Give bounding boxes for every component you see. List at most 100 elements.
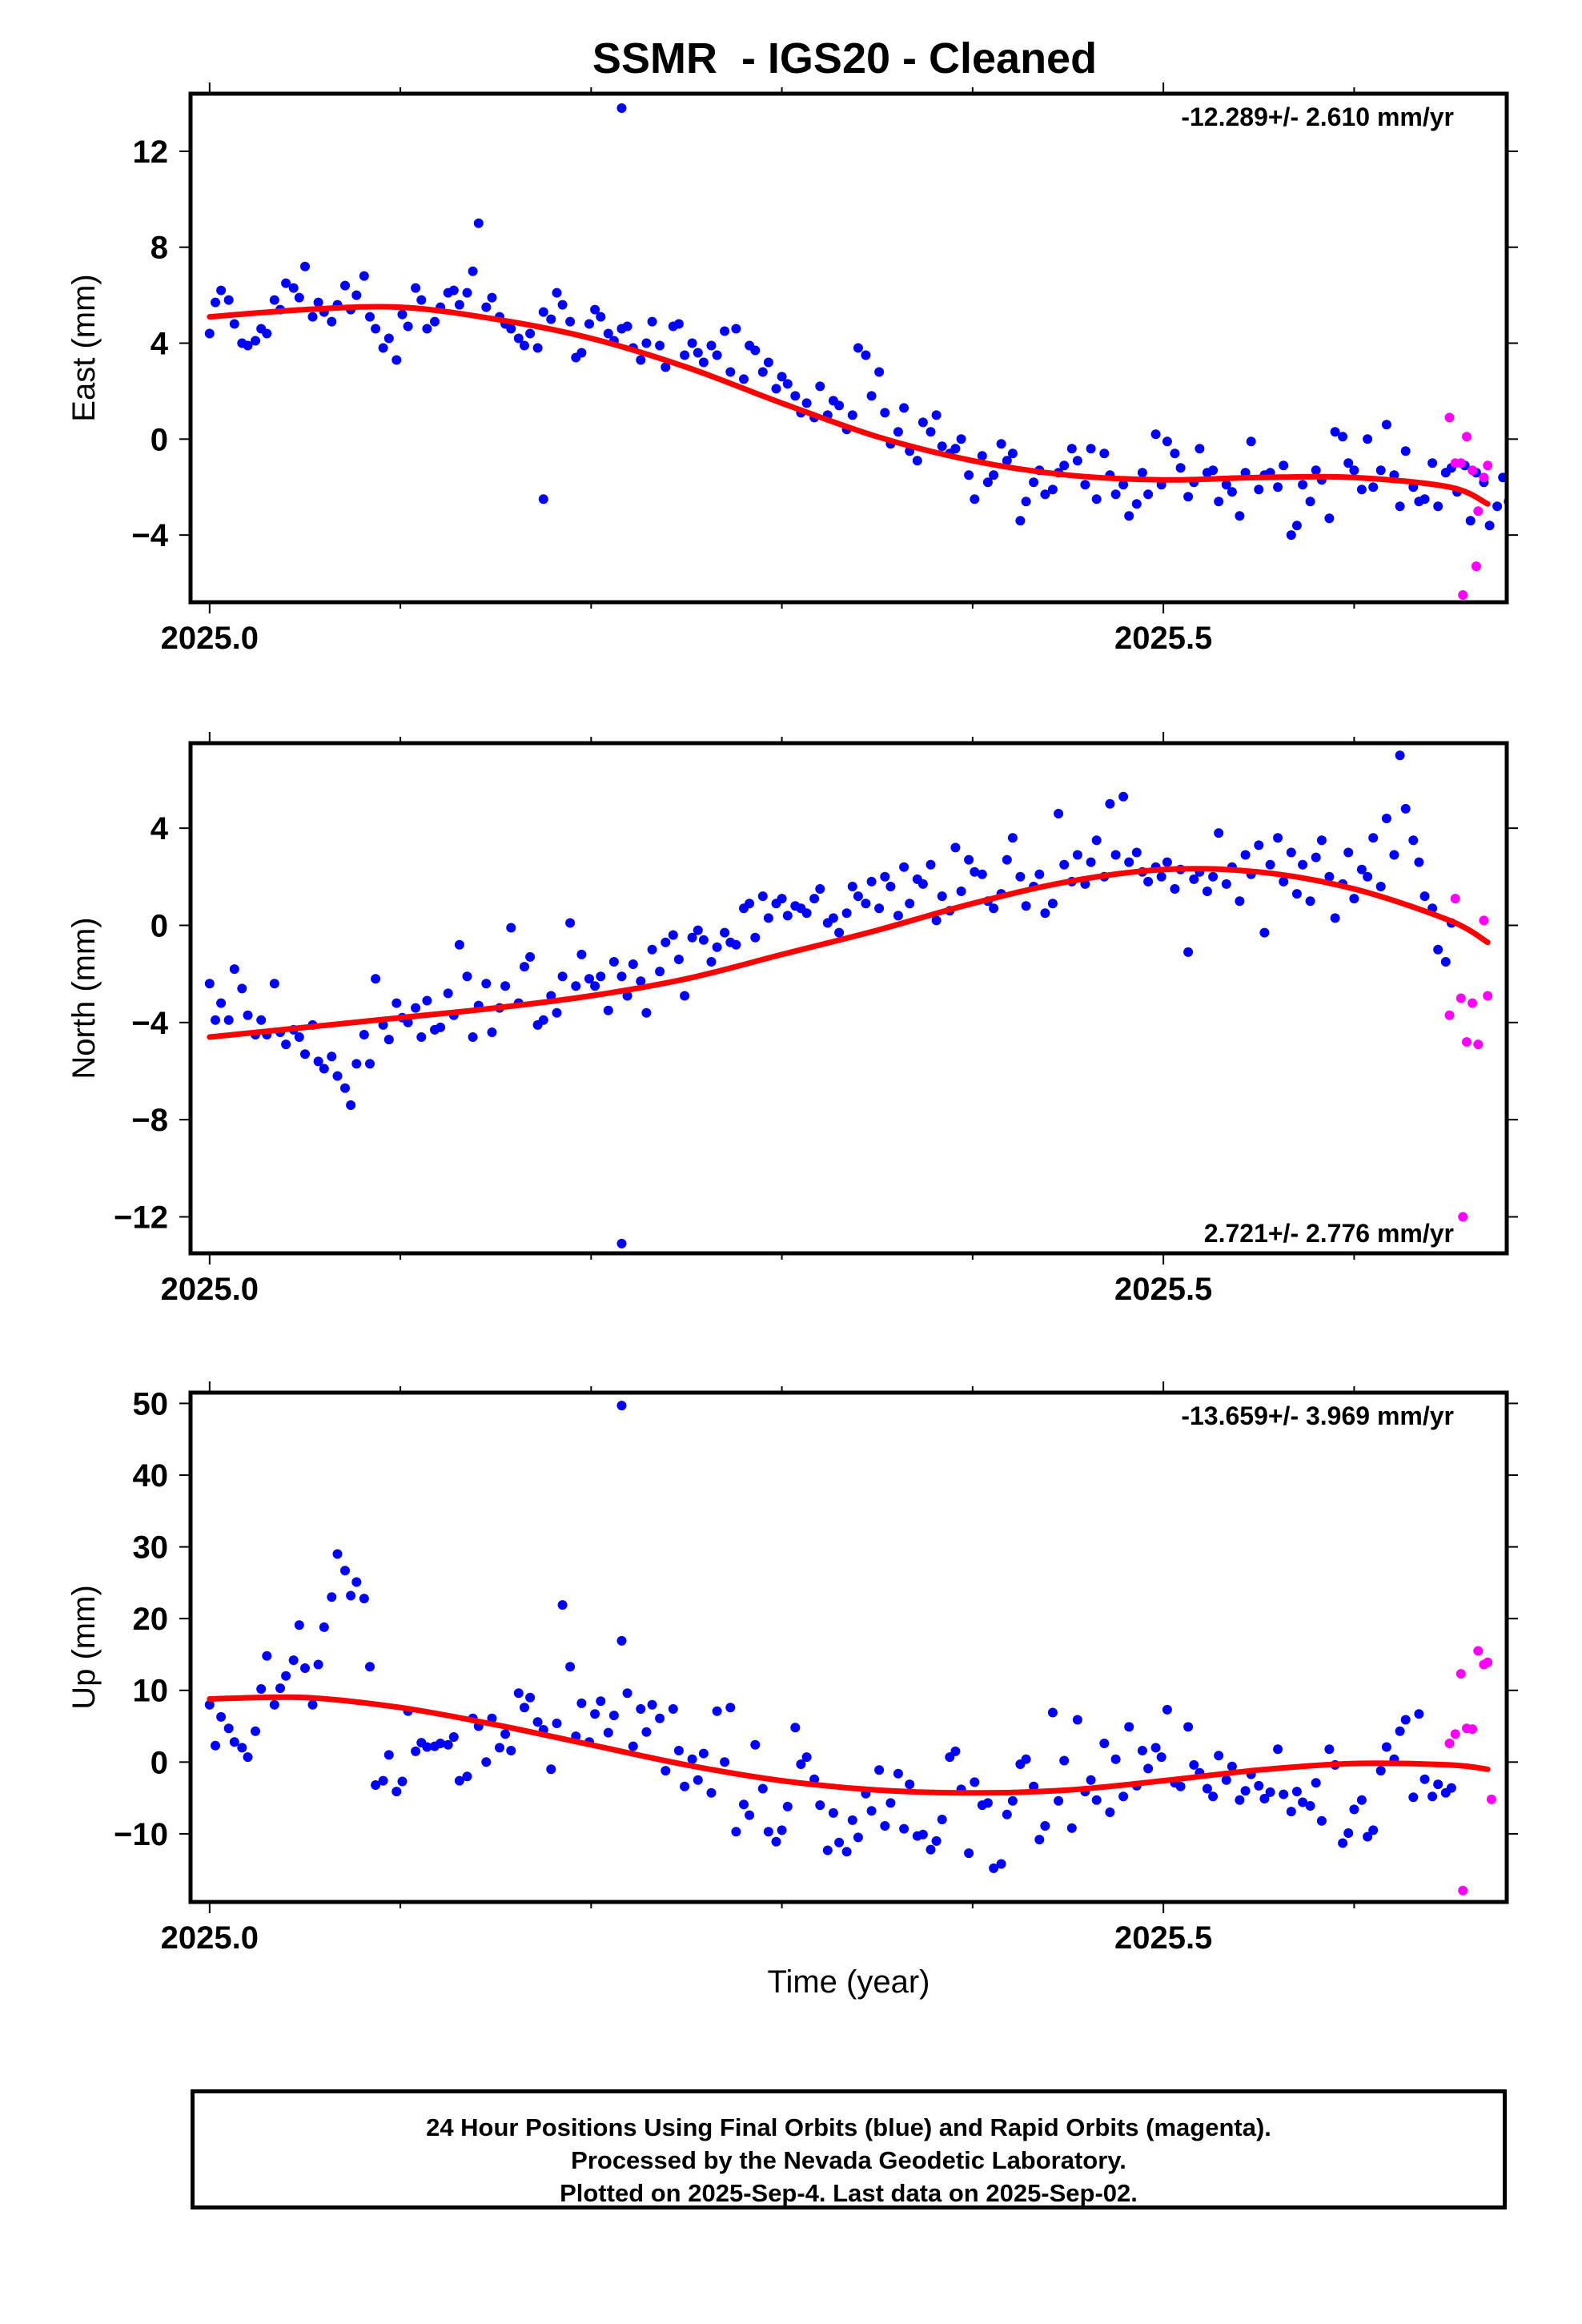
east-final-point-182: [1375, 465, 1386, 476]
up-final-point-90: [782, 1801, 793, 1811]
up-final-point-107: [893, 1768, 903, 1779]
east-final-point-41: [468, 266, 478, 276]
east-final-point-168: [1286, 530, 1296, 541]
east-final-point-0: [204, 328, 215, 339]
up-final-point-133: [1059, 1755, 1070, 1766]
north-final-point-84: [745, 899, 755, 909]
up-final-point-13: [288, 1655, 299, 1666]
north-rapid-point-0: [1444, 1010, 1455, 1020]
up-final-point-193: [1446, 1783, 1456, 1793]
north-final-point-66: [628, 959, 638, 969]
east-final-point-87: [763, 357, 773, 368]
east-final-point-85: [750, 345, 761, 356]
north-final-point-2: [216, 998, 227, 1008]
north-final-point-71: [661, 937, 671, 947]
east-final-point-170: [1298, 480, 1308, 490]
east-final-point-149: [1162, 436, 1172, 447]
east-final-point-181: [1368, 482, 1379, 493]
north-final-point-156: [1208, 871, 1219, 882]
up-final-point-1: [211, 1740, 220, 1751]
east-final-point-125: [1007, 448, 1018, 459]
up-final-point-143: [1124, 1722, 1134, 1732]
up-final-point-11: [275, 1683, 285, 1694]
east-frame: [188, 91, 1509, 605]
north-final-point-93: [801, 908, 812, 919]
up-final-point-157: [1214, 1751, 1224, 1761]
up-final-point-51: [532, 1717, 543, 1727]
up-final-point-158: [1221, 1775, 1231, 1785]
x-axis-label: Time (year): [768, 1964, 930, 2000]
up-final-point-142: [1118, 1791, 1129, 1802]
east-xtick-label-1: 2025.5: [1114, 621, 1212, 656]
up-final-point-161: [1240, 1786, 1251, 1796]
north-final-point-171: [1305, 896, 1315, 907]
up-final-point-190: [1427, 1791, 1438, 1802]
north-final-point-143: [1124, 857, 1134, 867]
east-final-point-70: [655, 340, 665, 351]
north-final-point-138: [1091, 835, 1102, 846]
north-final-point-187: [1408, 835, 1419, 846]
up-final-point-47: [506, 1746, 516, 1755]
east-final-point-25: [365, 312, 375, 322]
footer-line-2: Processed by the Nevada Geodetic Laborat…: [571, 2146, 1126, 2174]
up-final-point-122: [989, 1863, 999, 1873]
north-final-point-157: [1214, 828, 1224, 838]
north-final-point-185: [1395, 750, 1405, 761]
east-final-point-183: [1381, 420, 1391, 430]
up-final-point-92: [796, 1759, 806, 1769]
north-final-point-161: [1240, 850, 1251, 860]
north-final-point-108: [899, 862, 909, 872]
east-final-point-191: [1433, 501, 1443, 512]
up-final-point-74: [680, 1781, 690, 1791]
up-final-point-63: [608, 1711, 619, 1721]
east-final-point-60: [590, 304, 600, 315]
east-final-point-178: [1349, 465, 1359, 476]
east-rapid-point-9: [1471, 561, 1481, 572]
north-rapid-point-2: [1456, 993, 1466, 1003]
east-final-point-172: [1311, 465, 1321, 476]
east-rate-annotation: -12.289+/- 2.610 mm/yr: [1181, 103, 1454, 131]
east-final-point-69: [647, 316, 657, 327]
east-final-point-7: [251, 336, 260, 346]
up-ytick-label-1: 0: [151, 1745, 168, 1780]
up-final-point-180: [1363, 1831, 1373, 1842]
east-final-point-50: [525, 328, 536, 339]
up-final-point-61: [596, 1696, 606, 1707]
north-final-point-23: [351, 1059, 362, 1069]
up-ytick-label-0: −10: [114, 1817, 168, 1852]
north-final-point-141: [1110, 850, 1121, 860]
north-xtick-label-1: 2025.5: [1114, 1272, 1212, 1307]
east-final-point-40: [462, 287, 472, 298]
north-final-point-166: [1273, 833, 1283, 843]
east-final-point-17: [313, 297, 323, 308]
up-final-point-21: [340, 1566, 350, 1576]
east-final-point-51: [532, 343, 543, 353]
up-final-point-86: [757, 1783, 768, 1794]
north-final-point-98: [834, 927, 845, 938]
north-final-point-57: [571, 981, 581, 991]
north-final-point-65: [622, 991, 632, 1001]
north-final-point-182: [1375, 882, 1386, 891]
up-final-point-53: [546, 1764, 556, 1775]
up-final-point-66: [628, 1741, 638, 1751]
up-ytick-label-6: 50: [133, 1386, 169, 1421]
east-final-point-146: [1143, 489, 1154, 500]
up-final-point-96: [822, 1845, 833, 1856]
east-final-point-118: [964, 470, 974, 480]
east-ytick-label-3: 8: [151, 231, 168, 266]
north-final-point-46: [500, 981, 511, 991]
east-model-curve: [207, 304, 1491, 507]
up-final-point-153: [1189, 1759, 1199, 1770]
up-final-point-127: [1021, 1754, 1031, 1764]
up-final-point-194: [616, 1401, 627, 1411]
north-final-point-47: [506, 923, 516, 933]
east-final-point-73: [673, 319, 684, 329]
north-final-point-3: [223, 1015, 234, 1025]
east-final-point-62: [603, 328, 613, 339]
north-final-point-99: [841, 908, 852, 919]
north-final-point-118: [964, 854, 974, 865]
east-final-point-10: [269, 295, 279, 305]
north-final-point-167: [1279, 876, 1289, 887]
up-final-point-20: [332, 1549, 343, 1559]
east-final-point-4: [229, 319, 239, 329]
